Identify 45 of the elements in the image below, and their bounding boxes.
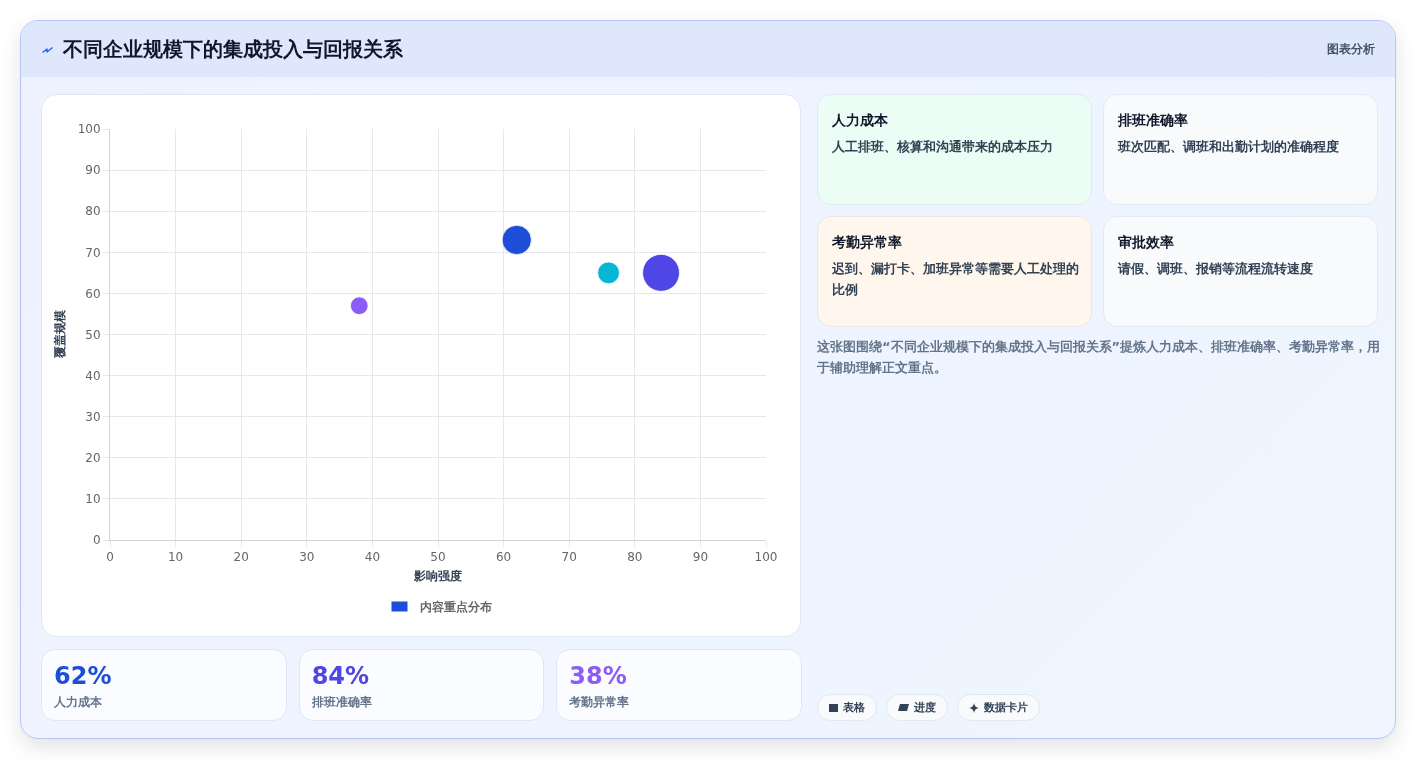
- data-label: 62%: [54, 662, 113, 690]
- x-tick-label: 100: [754, 550, 778, 565]
- x-tick-label: 10: [167, 550, 184, 565]
- category-label: 排班准确率: [1118, 111, 1189, 129]
- y-tick-label: 80: [85, 204, 101, 219]
- x-tick-label: 30: [299, 550, 315, 565]
- x-tick-label: 0: [106, 550, 114, 565]
- y-tick-label: 100: [77, 122, 101, 137]
- category-label: 人力成本: [54, 694, 103, 710]
- text: 人工排班、核算和沟通带来的成本压力: [832, 138, 1054, 156]
- y-tick-label: 30: [85, 409, 101, 424]
- y-axis-title: 覆盖规模: [52, 310, 67, 360]
- category-label: 人力成本: [832, 111, 889, 129]
- x-tick-label: 60: [495, 550, 512, 565]
- y-tick-label: 40: [85, 368, 101, 383]
- text: 图表分析: [1327, 41, 1375, 58]
- x-tick-label: 90: [692, 550, 709, 565]
- x-tick-label: 20: [233, 550, 249, 565]
- text: 请假、调班、报销等流程流转速度: [1118, 260, 1314, 278]
- category-label: 考勤异常率: [569, 694, 631, 710]
- data-label: 38%: [569, 662, 628, 690]
- text: 迟到、漏打卡、加班异常等需要人工处理的比例: [832, 260, 1080, 299]
- category-label: 表格: [843, 700, 865, 715]
- y-tick-label: 90: [85, 163, 101, 178]
- category-label: 考勤异常率: [832, 233, 903, 251]
- category-label: 审批效率: [1118, 233, 1175, 251]
- y-tick-label: 0: [92, 533, 101, 548]
- text: 这张图围绕“不同企业规模下的集成投入与回报关系”提炼人力成本、排班准确率、考勤异常率，用于辅助理解正文重点。: [817, 338, 1382, 377]
- y-tick-label: 10: [85, 492, 101, 507]
- data-label: 84%: [311, 662, 371, 690]
- x-axis-title: 影响强度: [413, 569, 462, 584]
- x-tick-label: 50: [430, 550, 446, 565]
- category-label: 进度: [914, 700, 936, 715]
- x-tick-label: 40: [364, 550, 381, 565]
- category-label: 排班准确率: [311, 694, 373, 710]
- text: 班次匹配、调班和出勤计划的准确程度: [1118, 138, 1340, 156]
- x-tick-label: 80: [627, 550, 643, 565]
- category-label: 数据卡片: [984, 700, 1028, 715]
- y-tick-label: 60: [85, 286, 101, 301]
- y-tick-label: 70: [85, 245, 101, 260]
- chart-title: 不同企业规模下的集成投入与回报关系: [63, 36, 403, 63]
- x-tick-label: 70: [561, 550, 577, 565]
- y-tick-label: 20: [85, 451, 101, 465]
- y-tick-label: 50: [85, 327, 101, 342]
- legend-label: 内容重点分布: [419, 600, 492, 615]
